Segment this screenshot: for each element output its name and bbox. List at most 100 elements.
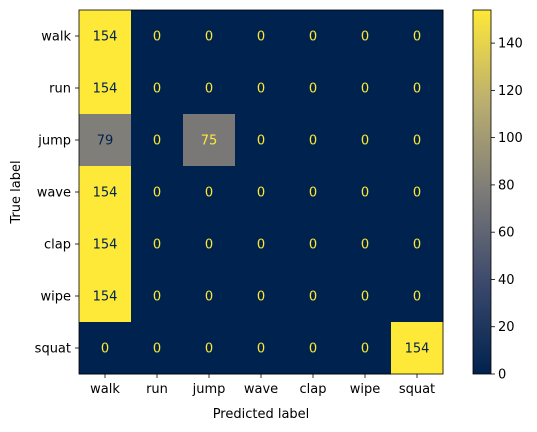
colorbar-tick-label: 0	[498, 368, 506, 383]
colorbar-ticks: 0 20 40 60 80 100 120 140	[491, 37, 523, 383]
cell-value-label: 0	[153, 134, 161, 149]
x-tick-label: wave	[244, 382, 278, 397]
cell-value-label: 0	[153, 82, 161, 97]
cell-value-label: 0	[205, 186, 213, 201]
cell-value-label: 0	[413, 30, 421, 45]
x-tick-label: squat	[399, 382, 435, 397]
matrix-cell	[131, 218, 184, 271]
cell-value-label: 0	[309, 30, 317, 45]
colorbar-tick-label: 20	[498, 320, 515, 335]
matrix-cell	[287, 166, 340, 219]
colorbar-tick-label: 60	[498, 226, 515, 241]
x-tick-label: jump	[192, 382, 226, 397]
cell-value-label: 0	[413, 82, 421, 97]
matrix-cell	[183, 270, 236, 323]
cell-value-label: 0	[257, 290, 265, 305]
matrix-cell	[131, 166, 184, 219]
cell-value-label: 0	[153, 238, 161, 253]
cell-value-label: 0	[361, 134, 369, 149]
cell-value-label: 0	[361, 82, 369, 97]
matrix-cell	[391, 10, 444, 63]
matrix-cell	[131, 270, 184, 323]
cell-value-label: 0	[413, 186, 421, 201]
y-tick-label: wave	[37, 186, 71, 201]
cell-value-label: 0	[153, 30, 161, 45]
matrix-cell	[339, 322, 392, 375]
y-tick-label: wipe	[41, 290, 72, 305]
x-tick-label: run	[146, 382, 168, 397]
matrix-cell	[183, 10, 236, 63]
matrix-cell	[131, 62, 184, 115]
cell-value-label: 0	[361, 290, 369, 305]
matrix-cell	[391, 62, 444, 115]
cell-value-label: 154	[93, 186, 118, 201]
matrix-cell	[235, 114, 288, 167]
y-tick-label: walk	[41, 30, 71, 45]
cell-value-label: 0	[309, 134, 317, 149]
cell-value-label: 0	[257, 186, 265, 201]
y-tick-label: squat	[35, 342, 71, 357]
matrix-cell	[79, 270, 132, 323]
matrix-cell	[79, 114, 132, 167]
matrix-cell	[287, 114, 340, 167]
matrix-cell	[391, 166, 444, 219]
matrix-cell	[235, 270, 288, 323]
cell-value-label: 154	[405, 342, 430, 357]
cell-value-label: 0	[361, 342, 369, 357]
x-axis-title: Predicted label	[213, 407, 310, 422]
cell-value-label: 0	[257, 30, 265, 45]
cell-value-label: 0	[257, 134, 265, 149]
cell-value-label: 0	[413, 134, 421, 149]
matrix-cell	[391, 218, 444, 271]
colorbar-tick-label: 100	[498, 131, 523, 146]
y-tick-labels: walk run jump wave clap wipe squat	[35, 30, 79, 357]
cell-value-label: 154	[93, 30, 118, 45]
colorbar-tick-label: 120	[498, 84, 523, 99]
cell-value-label: 0	[153, 290, 161, 305]
cell-value-label: 0	[205, 30, 213, 45]
cell-value-label: 0	[361, 30, 369, 45]
y-axis-title: True label	[9, 160, 24, 224]
cell-value-label: 79	[97, 134, 114, 149]
matrix-cell	[183, 62, 236, 115]
matrix-cell	[287, 270, 340, 323]
matrix-cell	[183, 218, 236, 271]
matrix-cell	[287, 322, 340, 375]
cell-value-label: 0	[309, 238, 317, 253]
matrix-cell	[131, 322, 184, 375]
matrix-cell	[339, 62, 392, 115]
cell-value-label: 75	[201, 134, 218, 149]
matrix-cell	[339, 10, 392, 63]
cell-value-label: 0	[309, 82, 317, 97]
y-tick-label: jump	[37, 134, 71, 149]
cell-value-label: 154	[93, 290, 118, 305]
matrix-cell	[131, 10, 184, 63]
matrix-cell	[235, 10, 288, 63]
y-tick-label: clap	[44, 238, 71, 253]
matrix-cells: 154 0 0 0 0 0 0 154 0 0 0 0 0 0 79 0 75 0 0 0 0 154 0 0 0 0 0 0 154 0…	[79, 10, 444, 375]
cell-value-label: 0	[257, 342, 265, 357]
matrix-cell	[339, 218, 392, 271]
matrix-cell	[79, 218, 132, 271]
matrix-cell	[183, 166, 236, 219]
cell-value-label: 0	[205, 342, 213, 357]
matrix-cell	[339, 114, 392, 167]
matrix-cell	[79, 322, 132, 375]
cell-value-label: 0	[257, 82, 265, 97]
cell-value-label: 0	[361, 238, 369, 253]
colorbar-tick-label: 80	[498, 178, 515, 193]
matrix-cell	[183, 322, 236, 375]
matrix-cell	[79, 166, 132, 219]
cell-value-label: 0	[153, 186, 161, 201]
x-tick-label: wipe	[350, 382, 381, 397]
colorbar-tick-label: 40	[498, 273, 515, 288]
cell-value-label: 0	[413, 290, 421, 305]
matrix-cell	[339, 166, 392, 219]
matrix-cell	[235, 322, 288, 375]
matrix-cell	[235, 62, 288, 115]
matrix-cell	[235, 166, 288, 219]
y-tick-label: run	[49, 82, 71, 97]
cell-value-label: 0	[205, 290, 213, 305]
cell-value-label: 0	[309, 186, 317, 201]
